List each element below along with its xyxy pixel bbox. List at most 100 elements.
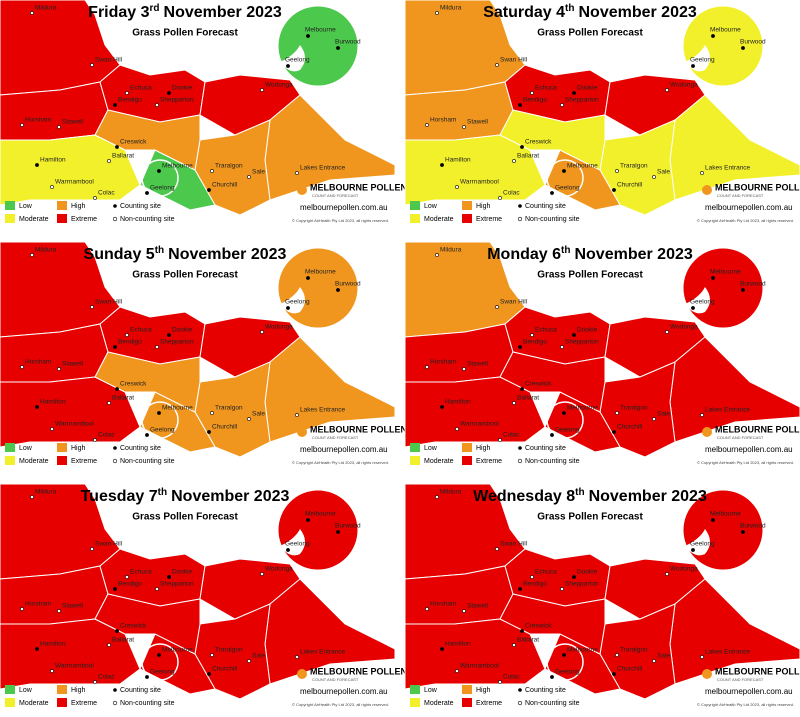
town-dot <box>560 103 564 107</box>
panel-title: Monday 6th November 2023 <box>487 245 693 264</box>
legend-label: Moderate <box>424 458 454 465</box>
town-label: Burwood <box>740 39 766 46</box>
town-dot <box>107 159 111 163</box>
melbourne-ring <box>141 159 179 197</box>
town-label: Wodonga <box>265 82 293 89</box>
town-dot <box>440 405 444 409</box>
legend-dot <box>518 204 522 208</box>
town-dot <box>306 518 310 522</box>
town-dot <box>35 405 39 409</box>
title-part: Monday 6 <box>487 246 561 263</box>
town-label: Stawell <box>467 361 489 368</box>
town-label: Melbourne <box>162 163 193 170</box>
legend-label: Counting site <box>525 203 566 210</box>
town-label: Melbourne <box>710 27 741 34</box>
town-label: Shepparton <box>565 97 599 104</box>
town-dot <box>210 169 214 173</box>
town-dot <box>125 91 129 95</box>
logo-name: MELBOURNE POLLEN <box>310 424 407 434</box>
legend-dot <box>113 688 117 692</box>
town-label: Shepparton <box>160 339 194 346</box>
town-dot <box>455 669 459 673</box>
logo-tagline: COUNT AND FORECAST <box>717 193 764 198</box>
copyright: © Copyright AirHealth Pty Ltd 2023, all … <box>697 702 794 707</box>
town-label: Sale <box>657 411 670 418</box>
town-dot <box>247 659 251 663</box>
title-part: Friday 3 <box>88 4 149 21</box>
title-part: Tuesday 7 <box>81 488 158 505</box>
melbourne-ring <box>141 401 179 439</box>
town-label: Burwood <box>335 523 361 530</box>
town-dot <box>115 145 119 149</box>
town-label: Bendigo <box>118 581 142 588</box>
logo-icon <box>297 669 307 679</box>
legend-label: Counting site <box>120 687 161 694</box>
town-dot <box>113 103 117 107</box>
town-label: Dookie <box>172 327 193 334</box>
town-label: Swan Hill <box>95 299 123 306</box>
legend-label: Counting site <box>120 445 161 452</box>
town-dot <box>115 629 119 633</box>
title-part: th <box>565 3 574 14</box>
town-label: Mildura <box>440 489 462 496</box>
melbourne-ring <box>546 159 584 197</box>
town-dot <box>157 169 161 173</box>
forecast-panel: Mildura Swan Hill Echuca Bendigo Shepparton D… <box>0 483 407 716</box>
town-label: Mildura <box>35 489 57 496</box>
panel-title: Tuesday 7th November 2023 <box>81 487 290 506</box>
town-label: Warrnambool <box>460 421 499 428</box>
town-dot <box>462 367 466 371</box>
town-dot <box>207 188 211 192</box>
region <box>499 593 606 655</box>
town-dot <box>35 647 39 651</box>
town-label: Geelong <box>555 185 580 192</box>
legend-swatch <box>57 456 67 465</box>
town-dot <box>652 659 656 663</box>
panel-subtitle: Grass Pollen Forecast <box>132 512 238 523</box>
legend-label: High <box>71 445 86 452</box>
town-dot <box>741 288 745 292</box>
town-label: Melbourne <box>567 405 598 412</box>
legend-label: Counting site <box>525 445 566 452</box>
town-label: Burwood <box>335 281 361 288</box>
town-label: Hamilton <box>40 641 66 648</box>
town-label: Mildura <box>440 247 462 254</box>
town-dot <box>35 163 39 167</box>
town-label: Churchill <box>617 424 643 431</box>
title-part: th <box>158 487 167 498</box>
town-dot <box>498 438 502 442</box>
legend-dot <box>517 458 523 464</box>
town-label: Lakes Entrance <box>300 165 346 172</box>
panel-subtitle: Grass Pollen Forecast <box>537 270 643 281</box>
legend-label: Moderate <box>19 216 49 223</box>
legend-label: Non-counting site <box>120 700 175 707</box>
town-dot <box>125 333 129 337</box>
title-part: Saturday 4 <box>483 4 565 21</box>
town-dot <box>495 305 499 309</box>
legend-label: High <box>71 687 86 694</box>
town-label: Burwood <box>740 281 766 288</box>
town-dot <box>615 411 619 415</box>
panel-title: Saturday 4th November 2023 <box>483 3 697 22</box>
town-dot <box>90 547 94 551</box>
logo-url: melbournepollen.com.au <box>300 445 388 454</box>
town-label: Colac <box>503 190 520 197</box>
town-dot <box>435 253 439 257</box>
town-dot <box>550 675 554 679</box>
legend-swatch <box>410 201 420 210</box>
legend-label: High <box>476 203 491 210</box>
legend-label: Extreme <box>476 700 502 707</box>
town-label: Hamilton <box>40 399 66 406</box>
legend-dot <box>113 204 117 208</box>
town-label: Wodonga <box>265 566 293 573</box>
town-label: Churchill <box>212 666 238 673</box>
panel-subtitle: Grass Pollen Forecast <box>537 512 643 523</box>
town-label: Melbourne <box>567 647 598 654</box>
town-dot <box>295 171 299 175</box>
title-part: November 2023 <box>168 246 286 263</box>
town-label: Warrnambool <box>460 663 499 670</box>
town-label: Churchill <box>617 182 643 189</box>
town-label: Bendigo <box>118 339 142 346</box>
town-dot <box>741 46 745 50</box>
town-dot <box>572 91 576 95</box>
